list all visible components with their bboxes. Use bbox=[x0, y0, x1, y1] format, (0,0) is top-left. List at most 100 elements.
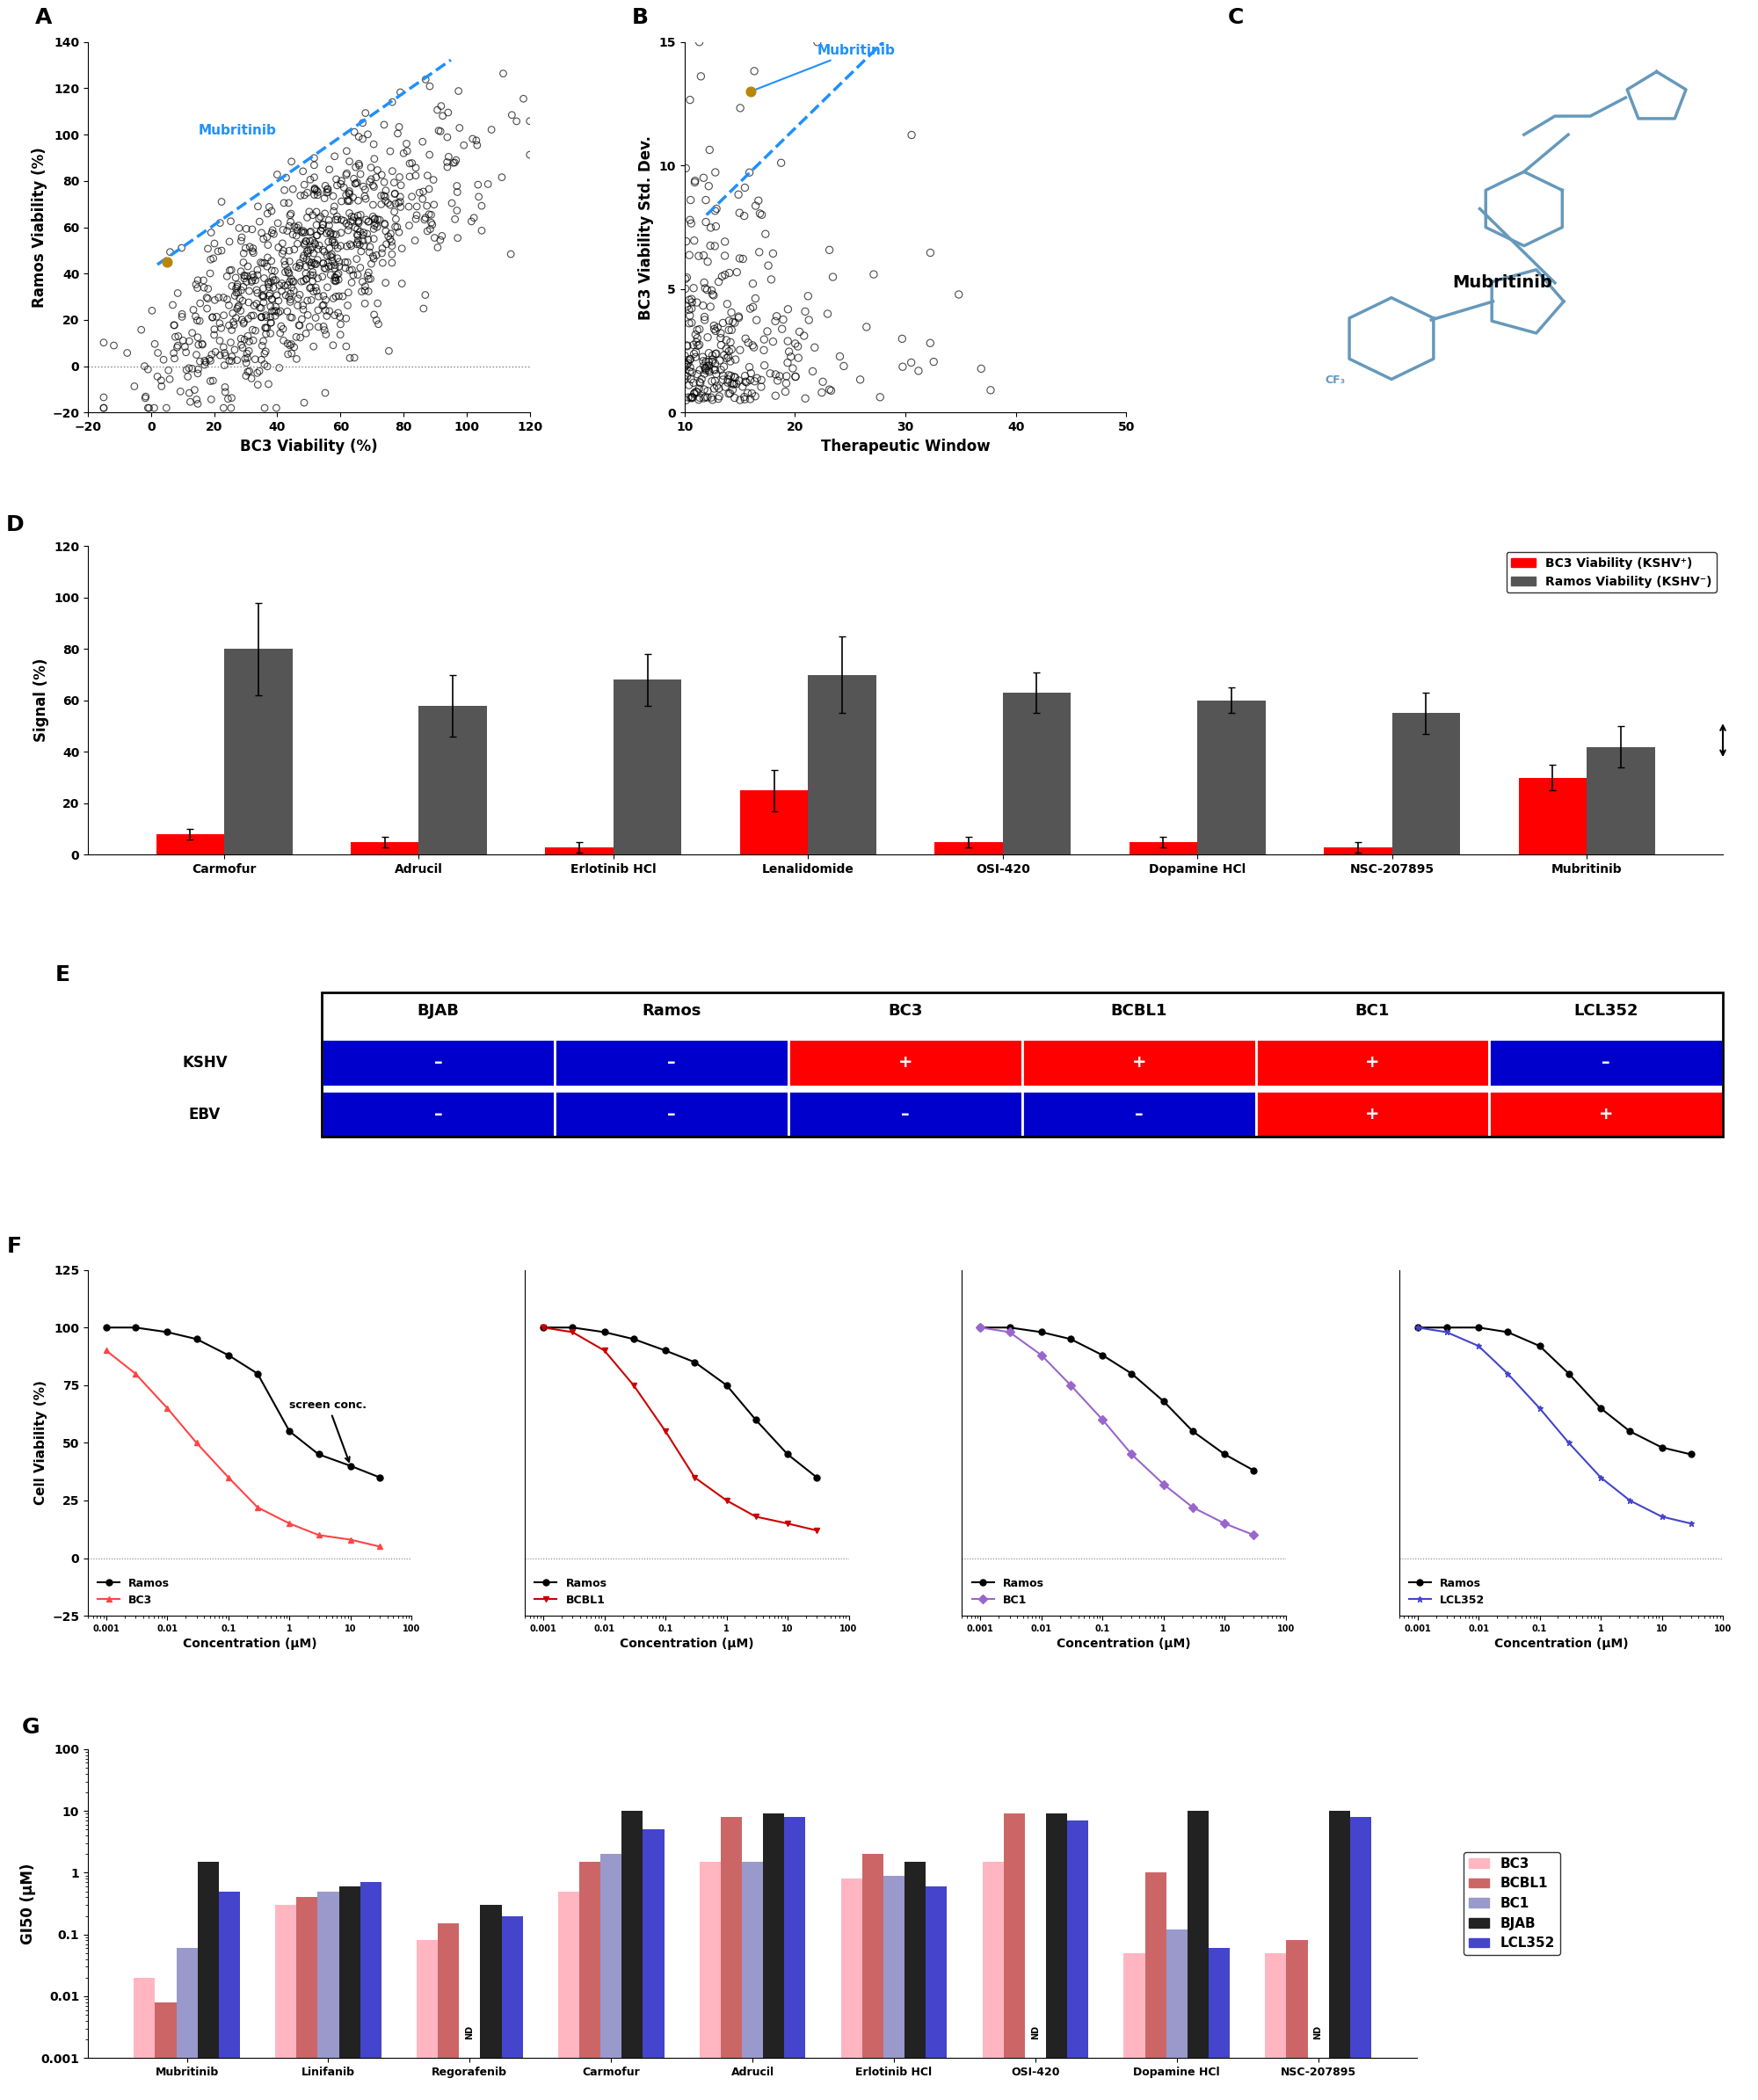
Point bbox=[216, 326, 244, 359]
Text: –: – bbox=[902, 1107, 909, 1124]
Bar bbox=[350, 842, 418, 855]
Point bbox=[325, 300, 353, 334]
Point bbox=[387, 168, 415, 202]
Point bbox=[297, 164, 325, 197]
Point bbox=[248, 300, 276, 334]
Point bbox=[276, 244, 304, 277]
Point bbox=[283, 218, 311, 252]
Point bbox=[795, 302, 823, 336]
Point bbox=[411, 277, 440, 311]
Point bbox=[673, 260, 701, 294]
Point bbox=[207, 311, 236, 344]
Point bbox=[343, 166, 371, 199]
Point bbox=[301, 248, 329, 281]
Point bbox=[264, 284, 292, 317]
BCBL1 bbox=[533, 1315, 554, 1340]
Point bbox=[489, 57, 517, 90]
Point bbox=[396, 189, 424, 223]
Bar bbox=[501, 1915, 522, 2100]
Point bbox=[689, 290, 717, 323]
BC1 bbox=[999, 1319, 1020, 1344]
Point bbox=[262, 262, 290, 296]
Point bbox=[693, 349, 721, 382]
Point bbox=[294, 202, 322, 235]
Bar bbox=[360, 1882, 381, 2100]
Point bbox=[185, 386, 213, 420]
Point bbox=[723, 256, 751, 290]
Point bbox=[276, 328, 304, 361]
Point bbox=[415, 69, 443, 103]
Point bbox=[223, 275, 251, 309]
Bar bbox=[276, 1905, 297, 2100]
Point bbox=[311, 252, 339, 286]
Bar bbox=[1586, 748, 1654, 855]
Point bbox=[367, 187, 396, 220]
Point bbox=[867, 380, 895, 414]
Point bbox=[679, 380, 707, 414]
Point bbox=[193, 231, 222, 265]
Point bbox=[302, 275, 331, 309]
Point bbox=[251, 334, 280, 368]
Point bbox=[737, 76, 765, 109]
Point bbox=[313, 239, 341, 273]
Point bbox=[178, 317, 206, 351]
Point bbox=[225, 281, 253, 315]
Point bbox=[357, 151, 385, 185]
Point bbox=[308, 260, 336, 294]
Point bbox=[315, 204, 343, 237]
FancyBboxPatch shape bbox=[789, 1090, 1021, 1138]
Point bbox=[784, 340, 812, 374]
Point bbox=[193, 281, 222, 315]
Point bbox=[327, 168, 355, 202]
Point bbox=[309, 279, 338, 313]
Point bbox=[703, 370, 731, 403]
Point bbox=[719, 374, 747, 407]
Point bbox=[193, 273, 222, 307]
Ramos bbox=[186, 1327, 207, 1352]
Point bbox=[698, 277, 726, 311]
Point bbox=[352, 97, 380, 130]
X-axis label: Concentration (μM): Concentration (μM) bbox=[1057, 1638, 1190, 1651]
Point bbox=[338, 252, 366, 286]
Point bbox=[244, 368, 272, 401]
Point bbox=[302, 248, 331, 281]
Point bbox=[230, 262, 258, 296]
Point bbox=[726, 334, 754, 368]
Point bbox=[427, 116, 455, 149]
Point bbox=[719, 304, 747, 338]
Point bbox=[916, 326, 944, 359]
Point bbox=[735, 155, 763, 189]
Point bbox=[425, 113, 454, 147]
Point bbox=[301, 160, 329, 193]
Point bbox=[239, 258, 267, 292]
Point bbox=[392, 126, 420, 160]
Point bbox=[287, 265, 315, 298]
Point bbox=[190, 262, 218, 296]
Point bbox=[716, 313, 744, 347]
Point bbox=[257, 277, 285, 311]
Bar bbox=[721, 1816, 742, 2100]
Point bbox=[239, 260, 267, 294]
Point bbox=[726, 242, 754, 275]
Point bbox=[174, 351, 202, 384]
Point bbox=[385, 160, 413, 193]
Point bbox=[359, 189, 387, 223]
Point bbox=[197, 382, 225, 416]
Point bbox=[684, 357, 712, 391]
Point bbox=[411, 202, 440, 235]
Point bbox=[290, 216, 318, 250]
Point bbox=[441, 143, 469, 176]
Point bbox=[315, 214, 343, 248]
Point bbox=[717, 365, 745, 399]
Point bbox=[381, 187, 410, 220]
Point bbox=[304, 262, 332, 296]
Point bbox=[202, 336, 230, 370]
Point bbox=[694, 246, 723, 279]
Point bbox=[290, 229, 318, 262]
Ramos bbox=[1122, 1361, 1143, 1386]
Point bbox=[188, 328, 216, 361]
Point bbox=[798, 355, 826, 388]
Point bbox=[673, 290, 701, 323]
Point bbox=[301, 172, 329, 206]
Point bbox=[682, 336, 710, 370]
